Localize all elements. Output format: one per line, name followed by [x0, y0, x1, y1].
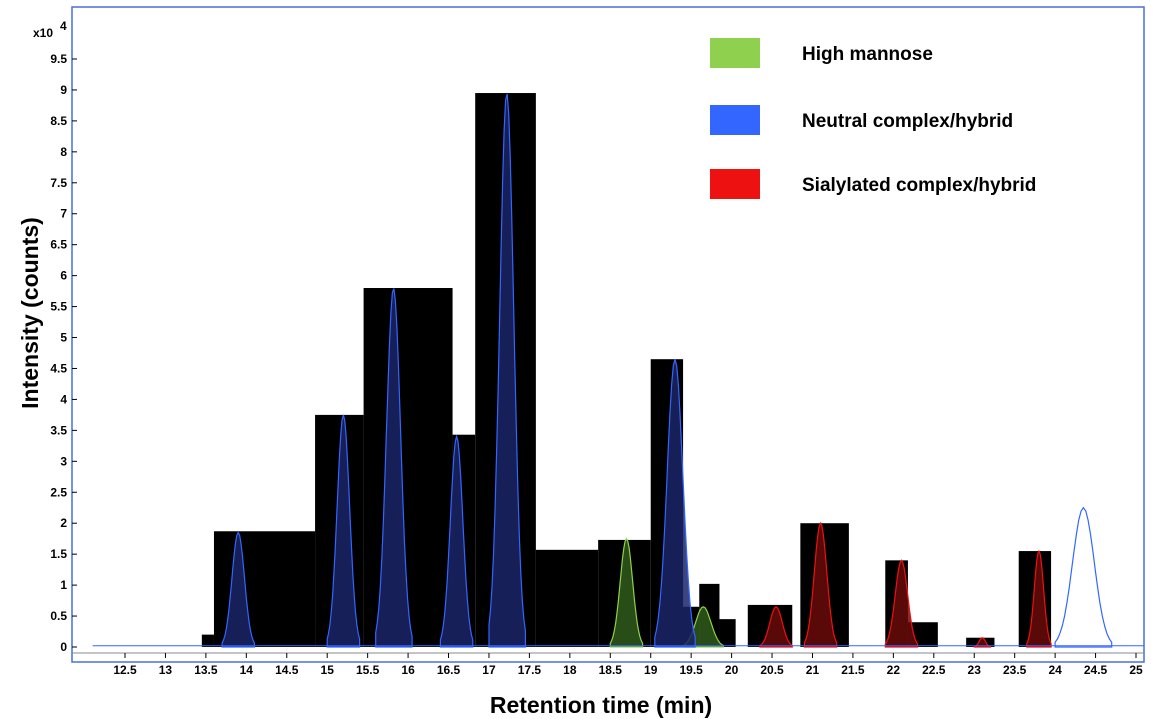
y-tick-label: 8.5 — [50, 114, 67, 128]
y-tick-label: 9 — [60, 83, 67, 97]
x-tick-label: 25 — [1129, 663, 1143, 677]
x-tick-label: 13.5 — [194, 663, 218, 677]
legend-swatch — [710, 169, 760, 199]
y-tick-label: 5.5 — [50, 300, 67, 314]
y-tick-label: 2 — [60, 516, 67, 530]
x-tick-label: 24.5 — [1084, 663, 1108, 677]
x-tick-label: 13 — [159, 663, 173, 677]
x-tick-label: 19.5 — [679, 663, 703, 677]
y-tick-label: 8 — [60, 145, 67, 159]
y-tick-label: 4.5 — [50, 361, 67, 375]
series-peak — [654, 359, 696, 648]
y-tick-label: 6 — [60, 269, 67, 283]
x-tick-label: 12.5 — [113, 663, 137, 677]
x-tick-label: 20.5 — [760, 663, 784, 677]
series-peak — [326, 414, 361, 648]
x-tick-label: 23.5 — [1003, 663, 1027, 677]
series-peak — [1054, 506, 1113, 648]
series-peak — [803, 521, 838, 648]
y-tick-label: 0.5 — [50, 609, 67, 623]
x-tick-label: 18 — [563, 663, 577, 677]
y-tick-label: 0 — [60, 640, 67, 654]
series-layer — [92, 93, 1145, 648]
series-peak — [884, 559, 919, 648]
y-tick-label: 3 — [60, 454, 67, 468]
y-tick-label: 7.5 — [50, 176, 67, 190]
y-tick-label: 1 — [60, 578, 67, 592]
series-peak — [973, 637, 992, 648]
series-peak — [439, 434, 474, 648]
y-ticks: 0 0.5 1 1.5 2 2.5 3 3.5 4 4.5 5 5.5 6 6.5 7 7.5 8 8.5 9 9.5 — [50, 52, 77, 654]
x-tick-label: 20 — [725, 663, 739, 677]
x-ticks: 12.5 13 13.5 14 14.5 15 15.5 16 16.5 17 17.5 18 18.5… — [113, 653, 1143, 677]
series-peak — [1026, 549, 1052, 648]
x-tick-label: 22 — [887, 663, 901, 677]
x-tick-label: 23 — [968, 663, 982, 677]
y-tick-label: 6.5 — [50, 238, 67, 252]
x-tick-label: 24 — [1048, 663, 1062, 677]
legend-swatch — [710, 38, 760, 68]
series-peak — [488, 93, 527, 648]
x-tick-label: 19 — [644, 663, 658, 677]
x-tick-label: 16.5 — [437, 663, 461, 677]
legend-label: High mannose — [802, 44, 933, 65]
x-tick-label: 16 — [401, 663, 415, 677]
legend: High mannose Neutral complex/hybrid Sialyl… — [710, 38, 1036, 199]
series-peak — [609, 537, 644, 648]
intensity-bar — [363, 288, 453, 647]
x-tick-label: 14.5 — [275, 663, 299, 677]
series-peak — [759, 606, 793, 648]
x-tick-label: 14 — [240, 663, 254, 677]
y-scale-exponent: 4 — [60, 19, 67, 33]
series-peak — [375, 288, 413, 648]
x-tick-label: 17.5 — [518, 663, 542, 677]
y-axis-title: Intensity (counts) — [17, 217, 43, 409]
y-tick-label: 9.5 — [50, 52, 67, 66]
intensity-bar — [201, 634, 214, 647]
intensity-bar — [535, 549, 599, 647]
legend-swatch — [710, 105, 760, 135]
x-tick-label: 22.5 — [922, 663, 946, 677]
x-tick-label: 21 — [806, 663, 820, 677]
y-tick-label: 1.5 — [50, 547, 67, 561]
x-tick-label: 17 — [482, 663, 496, 677]
x-tick-label: 21.5 — [841, 663, 865, 677]
y-tick-label: 2.5 — [50, 485, 67, 499]
x-tick-label: 18.5 — [599, 663, 623, 677]
y-tick-label: 3.5 — [50, 423, 67, 437]
x-tick-label: 15 — [321, 663, 335, 677]
legend-label: Sialylated complex/hybrid — [802, 175, 1036, 196]
y-scale-label: x10 — [33, 26, 53, 40]
y-tick-label: 5 — [60, 331, 67, 345]
legend-label: Neutral complex/hybrid — [802, 111, 1013, 132]
y-tick-label: 4 — [60, 392, 67, 406]
x-axis-title: Retention time (min) — [490, 692, 712, 718]
intensity-bar — [719, 619, 736, 647]
series-peak — [221, 531, 255, 648]
x-tick-label: 15.5 — [356, 663, 380, 677]
y-tick-label: 7 — [60, 207, 67, 221]
